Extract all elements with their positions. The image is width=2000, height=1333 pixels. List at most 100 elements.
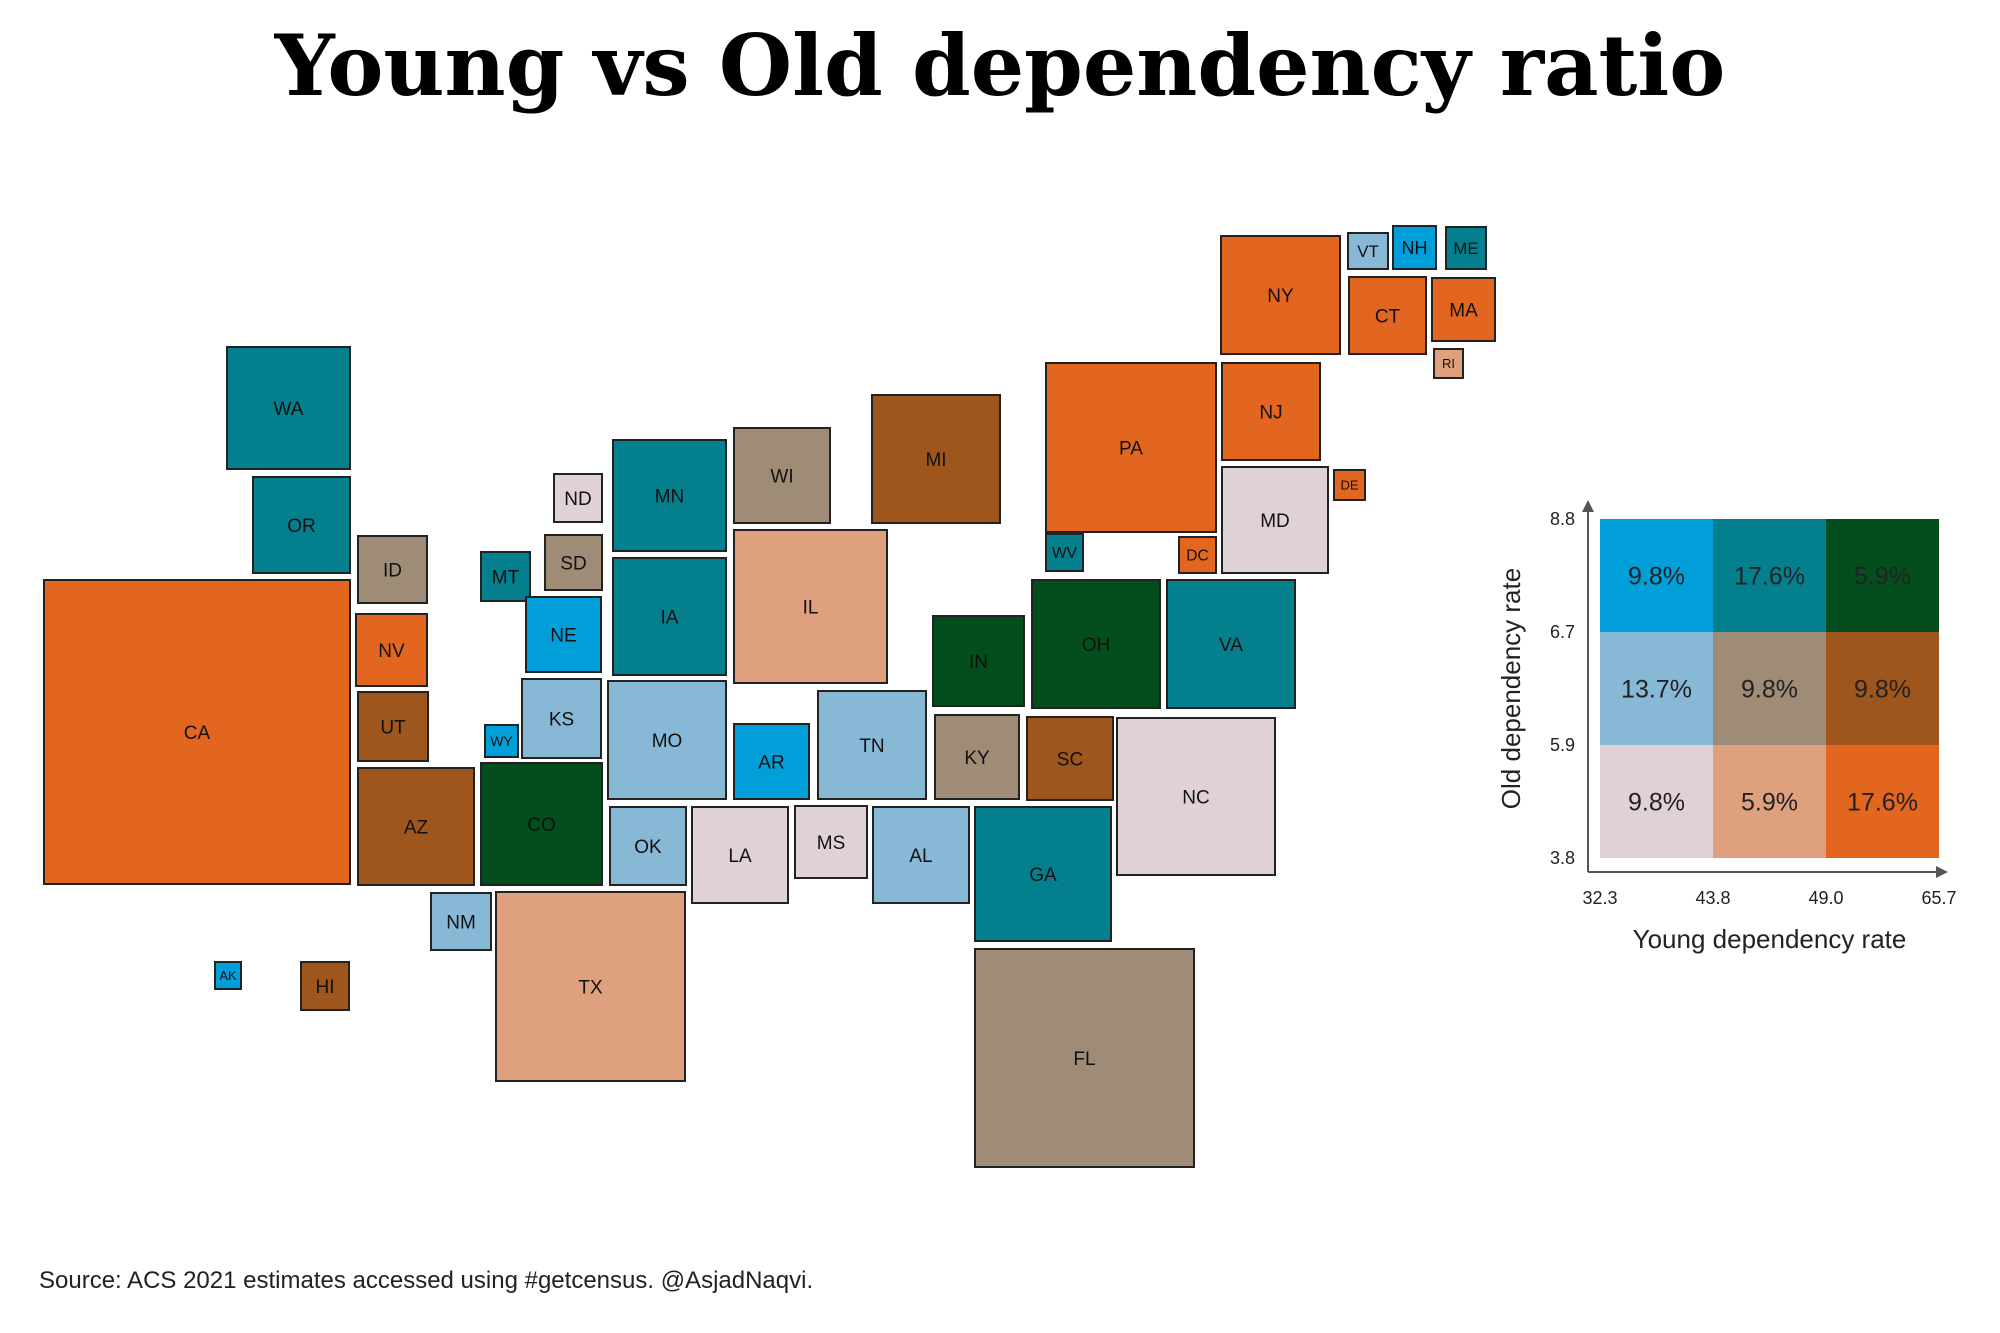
state-tile bbox=[1045, 533, 1084, 572]
state-nm: NM bbox=[430, 892, 492, 951]
state-az: AZ bbox=[357, 767, 475, 886]
legend-cell bbox=[1600, 632, 1713, 745]
state-label: WY bbox=[490, 733, 512, 749]
state-label: IN bbox=[969, 652, 988, 673]
state-tx: TX bbox=[495, 891, 686, 1082]
state-label: MT bbox=[492, 567, 520, 588]
state-tile bbox=[1178, 536, 1217, 574]
state-label: VT bbox=[1357, 242, 1378, 261]
state-tile bbox=[1431, 277, 1496, 342]
state-label: AL bbox=[909, 846, 932, 867]
state-label: OK bbox=[634, 837, 662, 858]
state-la: LA bbox=[691, 806, 789, 904]
legend-x-tick: 32.3 bbox=[1582, 888, 1617, 908]
state-in: IN bbox=[932, 615, 1025, 707]
state-label: KS bbox=[549, 709, 574, 730]
state-label: AZ bbox=[404, 817, 429, 838]
state-sc: SC bbox=[1026, 716, 1114, 801]
state-tile bbox=[544, 534, 603, 591]
state-sd: SD bbox=[544, 534, 603, 591]
legend-cell bbox=[1826, 519, 1939, 632]
state-tile bbox=[480, 762, 603, 886]
state-oh: OH bbox=[1031, 579, 1161, 709]
legend-cell-share: 17.6% bbox=[1847, 789, 1918, 817]
state-nj: NJ bbox=[1221, 362, 1321, 461]
legend-cell-share: 9.8% bbox=[1628, 563, 1685, 591]
state-label: NC bbox=[1182, 787, 1209, 808]
state-label: WV bbox=[1052, 545, 1078, 562]
state-tile bbox=[733, 723, 810, 800]
state-mi: MI bbox=[871, 394, 1001, 524]
state-tile bbox=[214, 961, 242, 990]
state-ca: CA bbox=[43, 579, 351, 885]
legend-x-tick: 43.8 bbox=[1695, 888, 1730, 908]
state-tile bbox=[733, 427, 831, 524]
state-ky: KY bbox=[934, 714, 1020, 800]
state-tile bbox=[872, 806, 970, 904]
state-tile bbox=[607, 680, 727, 800]
state-tile bbox=[794, 805, 868, 879]
state-hi: HI bbox=[300, 961, 350, 1011]
state-tile bbox=[932, 615, 1025, 707]
state-label: NH bbox=[1401, 238, 1427, 258]
state-tile bbox=[1348, 276, 1427, 355]
legend-y-tick: 8.8 bbox=[1550, 509, 1575, 529]
state-tile bbox=[1333, 469, 1366, 501]
state-vt: VT bbox=[1347, 232, 1389, 270]
bivariate-legend: 9.8% 17.6% 5.9% 13.7% 9.8% 9.8% 9.8% 5.9% 17.6% 3… bbox=[1496, 500, 1957, 954]
state-nd: ND bbox=[553, 473, 603, 523]
legend-cell bbox=[1713, 745, 1826, 858]
state-tile bbox=[733, 529, 888, 684]
state-tile bbox=[553, 473, 603, 523]
legend-cell bbox=[1600, 519, 1713, 632]
state-label: SD bbox=[560, 553, 586, 574]
state-md: MD bbox=[1221, 466, 1329, 574]
state-label: MA bbox=[1449, 300, 1478, 321]
state-mo: MO bbox=[607, 680, 727, 800]
state-tile bbox=[357, 535, 428, 604]
state-tile bbox=[1116, 717, 1276, 876]
state-tile bbox=[525, 596, 602, 673]
state-tile bbox=[871, 394, 1001, 524]
state-wv: WV bbox=[1045, 533, 1084, 572]
legend-cell-share: 5.9% bbox=[1741, 789, 1798, 817]
state-de: DE bbox=[1333, 469, 1366, 501]
state-tile bbox=[430, 892, 492, 951]
state-pa: PA bbox=[1045, 362, 1217, 533]
state-tile bbox=[609, 806, 687, 886]
state-tile bbox=[691, 806, 789, 904]
state-tile bbox=[817, 690, 927, 800]
state-ia: IA bbox=[612, 557, 727, 676]
state-label: DE bbox=[1340, 478, 1358, 493]
state-nc: NC bbox=[1116, 717, 1276, 876]
state-label: UT bbox=[380, 717, 406, 738]
state-label: IA bbox=[661, 607, 679, 628]
state-label: ME bbox=[1453, 239, 1478, 258]
state-fl: FL bbox=[974, 948, 1195, 1168]
state-label: LA bbox=[728, 846, 752, 867]
legend-y-tick: 3.8 bbox=[1550, 848, 1575, 868]
state-tile bbox=[1026, 716, 1114, 801]
state-label: OR bbox=[287, 516, 316, 537]
state-label: TN bbox=[859, 736, 884, 757]
state-label: ND bbox=[564, 489, 591, 510]
state-mt: MT bbox=[480, 551, 531, 602]
state-tile bbox=[484, 724, 519, 758]
state-label: VA bbox=[1219, 635, 1243, 656]
state-tile bbox=[1221, 362, 1321, 461]
state-label: MN bbox=[655, 486, 685, 507]
state-label: FL bbox=[1073, 1049, 1095, 1070]
state-tile bbox=[1392, 225, 1437, 270]
state-label: NM bbox=[446, 912, 476, 933]
state-tile bbox=[43, 579, 351, 885]
legend-cell-share: 13.7% bbox=[1621, 676, 1692, 704]
state-label: MI bbox=[925, 450, 946, 471]
legend-y-tick: 6.7 bbox=[1550, 622, 1575, 642]
legend-x-tick: 49.0 bbox=[1808, 888, 1843, 908]
state-id: ID bbox=[357, 535, 428, 604]
legend-y-tick: 5.9 bbox=[1550, 735, 1575, 755]
state-label: OH bbox=[1082, 635, 1111, 656]
state-dc: DC bbox=[1178, 536, 1217, 574]
legend-cell bbox=[1826, 745, 1939, 858]
